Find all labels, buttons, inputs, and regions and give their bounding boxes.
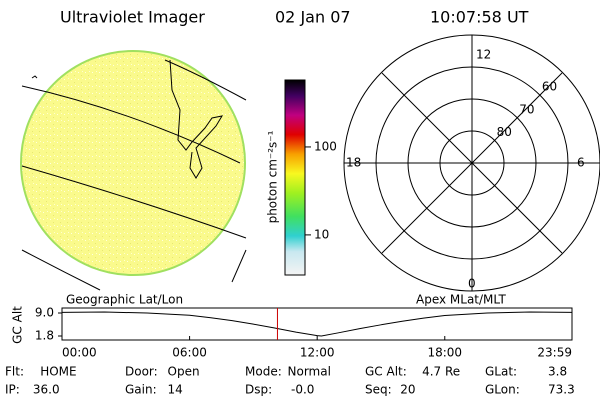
y-tick-label: 9.0 bbox=[35, 306, 54, 320]
x-tick-label: 12:00 bbox=[300, 346, 335, 360]
status-value: 3.8 bbox=[548, 365, 567, 379]
status-bar: Flt: HOME Door: Open Mode: Normal GC Alt: 4.7 R… bbox=[5, 365, 575, 397]
mlat-ring bbox=[375, 66, 569, 260]
x-tick-label: 06:00 bbox=[172, 346, 207, 360]
title: Ultraviolet Imager bbox=[60, 8, 205, 27]
polar-grid: 60 70 80 bbox=[375, 66, 569, 260]
status-value: 73.3 bbox=[548, 383, 575, 397]
status-label: Flt: bbox=[5, 365, 24, 379]
y-tick-label: 1.8 bbox=[35, 329, 54, 343]
colorbar-label: photon cm⁻²s⁻¹ bbox=[266, 130, 280, 223]
date: 02 Jan 07 bbox=[275, 8, 351, 27]
status-label: Gain: bbox=[125, 383, 157, 397]
status-value: 14 bbox=[168, 383, 183, 397]
panel-label: Apex MLat/MLT bbox=[416, 293, 506, 307]
colorbar-tick-label: 10 bbox=[314, 227, 329, 241]
status-label: GC Alt: bbox=[365, 365, 407, 379]
status-label: Door: bbox=[125, 365, 158, 379]
time: 10:07:58 UT bbox=[430, 8, 529, 27]
panel-label: Geographic Lat/Lon bbox=[66, 293, 183, 307]
status-label: Mode: bbox=[245, 365, 282, 379]
altitude-line bbox=[61, 311, 573, 337]
mlt-label: 18 bbox=[346, 156, 361, 170]
status-value: 4.7 Re bbox=[422, 365, 460, 379]
status-value: 36.0 bbox=[33, 383, 60, 397]
status-value: 20 bbox=[400, 383, 415, 397]
status-value: HOME bbox=[40, 365, 76, 379]
status-label: IP: bbox=[5, 383, 20, 397]
status-value: -0.0 bbox=[291, 383, 314, 397]
altitude-plot: 9.0 1.8 00:00 06:00 12:00 18:00 23:59 bbox=[35, 306, 573, 360]
y-axis-label: GC Alt bbox=[11, 306, 25, 344]
mlat-ring bbox=[407, 98, 537, 228]
polar-plot bbox=[343, 34, 600, 292]
mlt-label: 0 bbox=[468, 277, 476, 291]
x-tick-label: 18:00 bbox=[427, 346, 462, 360]
x-tick-label: 00:00 bbox=[62, 346, 97, 360]
status-label: Dsp: bbox=[245, 383, 272, 397]
globe bbox=[20, 50, 247, 291]
mlat-label: 70 bbox=[519, 102, 534, 116]
x-tick-label: 23:59 bbox=[537, 346, 572, 360]
mlat-label: 60 bbox=[542, 80, 557, 94]
status-label: GLat: bbox=[485, 365, 517, 379]
mlat-label: 80 bbox=[497, 125, 512, 139]
status-label: Seq: bbox=[365, 383, 392, 397]
status-label: GLon: bbox=[485, 383, 520, 397]
mlat-ring bbox=[439, 130, 505, 196]
mlt-label: 12 bbox=[476, 48, 491, 62]
mlt-label: 6 bbox=[577, 156, 585, 170]
colorbar-axis: 10 100 bbox=[305, 139, 337, 241]
colorbar bbox=[284, 79, 306, 276]
status-value: Normal bbox=[288, 365, 331, 379]
status-value: Open bbox=[168, 365, 200, 379]
colorbar-tick-label: 100 bbox=[314, 139, 337, 153]
